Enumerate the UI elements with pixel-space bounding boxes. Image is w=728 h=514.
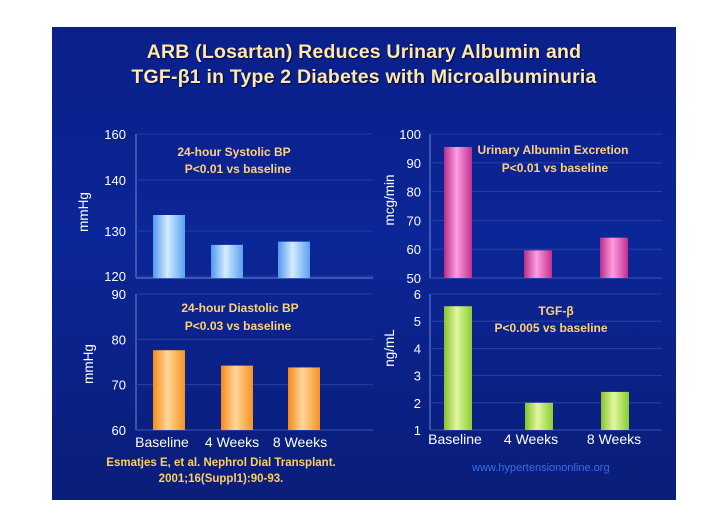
tgf-y-tick-label: 6 [414, 287, 421, 302]
diastolic-category-label: 4 Weeks [205, 434, 259, 450]
diastolic-category-label: 8 Weeks [273, 434, 327, 450]
albumin-y-tick-label: 60 [407, 242, 421, 257]
albumin-bar-baseline [444, 146, 472, 278]
diastolic-bar-8-weeks [288, 367, 320, 430]
slide-title-line-1: ARB (Losartan) Reduces Urinary Albumin a… [146, 41, 582, 63]
diastolic-annotation-title: 24-hour Diastolic BP [181, 301, 298, 315]
tgf-annotation-pvalue: P<0.005 vs baseline [494, 321, 607, 335]
albumin-annotation-pvalue: P<0.01 vs baseline [502, 161, 609, 175]
tgf-bar-baseline [444, 306, 472, 430]
tgf-bar-8-weeks [601, 391, 629, 430]
systolic-annotation-title: 24-hour Systolic BP [177, 145, 290, 159]
albumin-y-tick-label: 100 [399, 127, 421, 142]
systolic-y-axis-label: mmHg [76, 192, 91, 232]
albumin-annotation-title: Urinary Albumin Excretion [478, 143, 629, 157]
diastolic-annotation-pvalue: P<0.03 vs baseline [185, 319, 292, 333]
diastolic-y-tick-label: 60 [112, 423, 126, 438]
albumin-y-tick-label: 50 [407, 271, 421, 286]
albumin-bar-4-weeks [524, 250, 552, 278]
tgf-annotation-title: TGF-β [538, 304, 573, 318]
albumin-bar-8-weeks [600, 237, 628, 278]
systolic-y-tick-label: 160 [104, 127, 126, 142]
albumin-y-tick-label: 70 [407, 213, 421, 228]
tgf-y-tick-label: 4 [414, 341, 421, 356]
systolic-y-tick-label: 120 [104, 269, 126, 284]
citation-line-2: 2001;16(Suppl1):90-93. [158, 473, 284, 485]
diastolic-y-tick-label: 90 [112, 287, 126, 302]
systolic-y-tick-label: 130 [104, 224, 126, 239]
albumin-y-tick-label: 80 [407, 185, 421, 200]
tgf-category-label: Baseline [428, 431, 482, 447]
website-url: www.hypertensiononline.org [472, 462, 610, 474]
tgf-y-tick-label: 5 [414, 314, 421, 329]
tgf-category-label: 8 Weeks [587, 431, 641, 447]
tgf-y-axis-label: ng/mL [382, 329, 397, 367]
diastolic-bar-baseline [153, 350, 185, 430]
tgf-y-tick-label: 2 [414, 396, 421, 411]
systolic-annotation-pvalue: P<0.01 vs baseline [185, 162, 292, 176]
systolic-bar-4-weeks [211, 244, 243, 278]
citation-line-1: Esmatjes E, et al. Nephrol Dial Transpla… [106, 457, 336, 469]
slide-title-line-2: TGF-β1 in Type 2 Diabetes with Microalbu… [131, 66, 597, 88]
albumin-y-tick-label: 90 [407, 156, 421, 171]
tgf-y-tick-label: 1 [414, 423, 421, 438]
diastolic-y-tick-label: 80 [112, 332, 126, 347]
diastolic-y-tick-label: 70 [112, 378, 126, 393]
tgf-y-tick-label: 3 [414, 369, 421, 384]
tgf-bar-4-weeks [525, 402, 553, 430]
diastolic-category-label: Baseline [135, 434, 189, 450]
systolic-bar-baseline [153, 215, 185, 278]
tgf-category-label: 4 Weeks [504, 431, 558, 447]
albumin-y-axis-label: mcg/min [382, 174, 397, 225]
diastolic-bar-4-weeks [221, 365, 253, 430]
systolic-bar-8-weeks [278, 241, 310, 278]
diastolic-y-axis-label: mmHg [81, 344, 96, 384]
systolic-y-tick-label: 140 [104, 173, 126, 188]
